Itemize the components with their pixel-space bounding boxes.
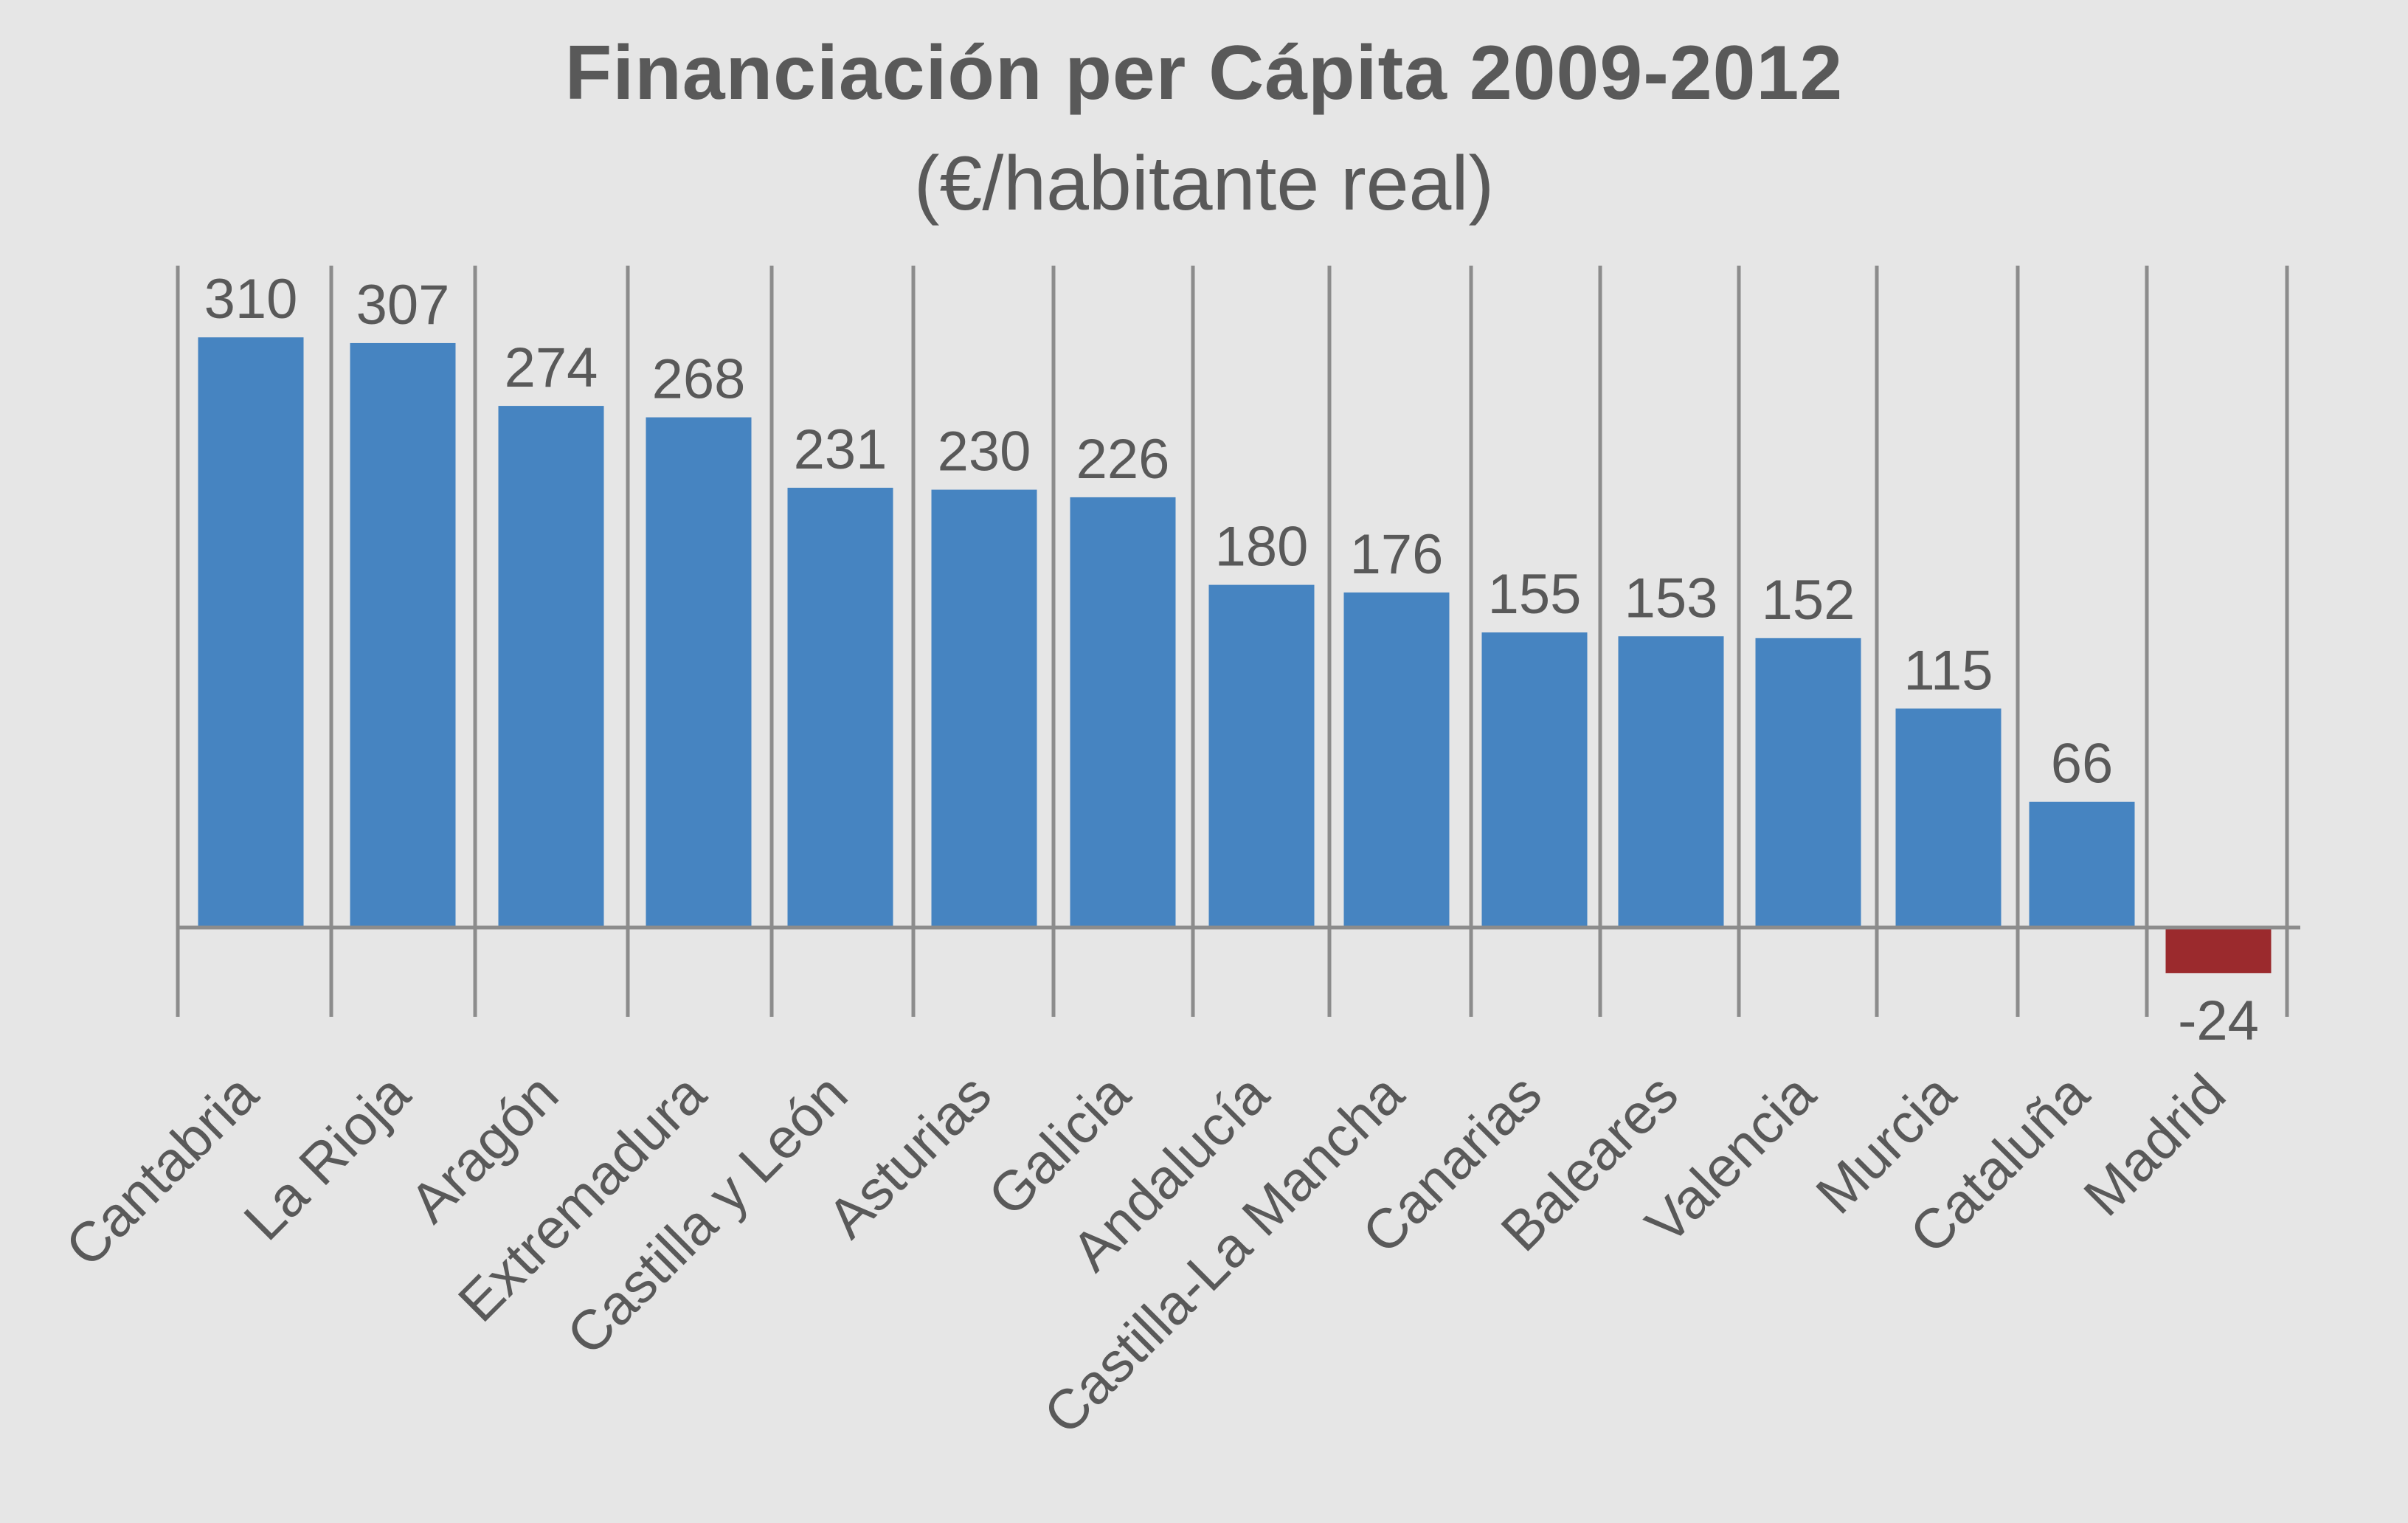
bar-value-label: 153 (1625, 567, 1718, 629)
bar-galicia (1070, 497, 1176, 928)
bar-value-label: 180 (1215, 516, 1309, 579)
category-label: La Rioja (232, 1062, 423, 1252)
bar-arag-n (498, 406, 604, 928)
chart-title: Financiación per Cápita 2009-2012 (564, 30, 1844, 116)
bar-value-label: 231 (794, 418, 888, 481)
bar-value-label: 230 (938, 421, 1031, 483)
bar-value-label: 274 (505, 336, 598, 399)
bar-madrid (2165, 928, 2272, 973)
bar-valencia (1755, 638, 1861, 928)
bar-andaluc-a (1208, 584, 1315, 928)
bar-asturias (931, 489, 1037, 928)
bar-extremadura (646, 417, 752, 928)
bar-canarias (1481, 632, 1588, 928)
bar-castilla-y-le-n (787, 488, 893, 928)
bar-value-label: 66 (2051, 733, 2114, 795)
bar-cantabria (198, 337, 304, 928)
category-label: Madrid (2072, 1063, 2238, 1228)
bar-value-label: 176 (1350, 523, 1444, 586)
bar-la-rioja (350, 342, 456, 928)
bar-value-label: 152 (1762, 569, 1855, 632)
category-label: Asturias (816, 1063, 1003, 1250)
bar-castilla-la-mancha (1343, 592, 1450, 928)
chart-subtitle: (€/habitante real) (913, 141, 1495, 227)
bar-value-label: 307 (356, 274, 450, 336)
bar-value-label: 115 (1903, 639, 1993, 702)
bar-value-label: 310 (204, 268, 298, 331)
bar-value-label: 226 (1076, 428, 1170, 491)
category-label: Cantabria (54, 1062, 271, 1279)
bar-catalu-a (2029, 801, 2135, 928)
bar-value-label: -24 (2178, 990, 2259, 1052)
bar-value-label: 268 (652, 348, 746, 411)
bar-murcia (1895, 708, 2002, 928)
bar-value-label: 155 (1488, 563, 1582, 626)
bar-baleares (1618, 636, 1724, 928)
